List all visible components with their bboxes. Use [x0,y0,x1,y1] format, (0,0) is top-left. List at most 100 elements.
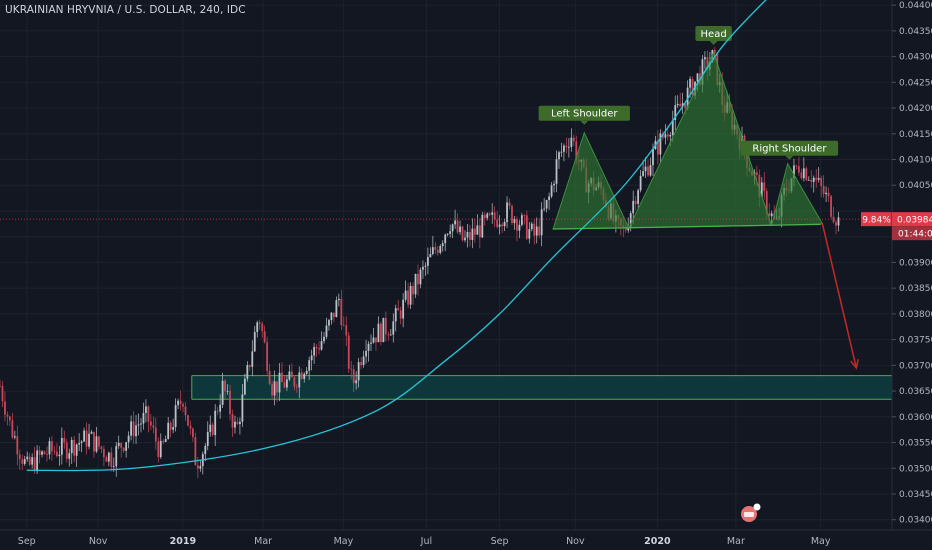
candle-body [563,145,565,152]
candle-body [528,229,531,239]
candle-body [63,437,66,443]
candle-body [290,371,293,378]
time-tick-label: May [334,536,354,547]
candle-body [51,441,53,452]
candle-body [525,215,528,239]
candle-body [382,317,385,343]
candle-body [234,421,236,428]
candle-body [464,237,466,241]
candle-body [1,386,4,402]
candle-body [102,448,105,458]
candle-body [318,348,320,350]
candle-body [333,312,335,318]
candle-body [246,365,249,379]
candle-body [441,243,444,247]
price-change-badge-bg [861,212,892,227]
candle-body [177,400,179,406]
pattern-label: Head [695,25,732,45]
candle-body [236,421,239,425]
candle-body [647,166,649,176]
candle-body [424,265,427,267]
candle-body [439,246,442,253]
candle-body [243,378,246,395]
candle-body [154,427,157,442]
candle-body [426,257,429,266]
candle-body [765,191,768,214]
candle-body [431,247,434,255]
candle-body [95,436,98,452]
time-axis[interactable]: Sep Nov 2019 Mar May Jul Sep Nov 2020 Mar May [0,529,932,550]
candle-body [90,431,93,434]
candle-body [810,179,813,182]
event-flag-dot [753,503,761,511]
candle-body [812,177,815,182]
candle-body [271,384,273,396]
candle-body [805,168,808,180]
price-change-text: 9.84% [862,216,891,226]
candle-body [402,299,405,319]
candle-body [493,212,496,220]
candle-body [419,269,422,285]
candle-body [365,350,367,357]
current-price-value: 0.039841 [897,216,932,226]
candle-body [315,347,318,349]
candle-body [713,49,716,53]
candle-body [706,57,709,70]
projection-arrow-head [850,358,860,370]
candle-body [276,381,278,393]
price-tick-label: 0.038500 [899,284,932,294]
candle-body [117,442,120,446]
candle-body [444,234,447,244]
candle-body [367,343,370,351]
candle-body [98,436,100,447]
candle-body [508,202,511,206]
candle-body [23,459,26,464]
candle-body [75,444,78,456]
candle-body [26,456,29,460]
candle-body [553,183,555,186]
pattern-label-text: Left Shoulder [551,109,618,120]
candle-body [65,442,68,459]
candle-body [481,214,484,238]
candle-body [575,141,578,161]
support-zone-fill [191,375,892,400]
candle-body [548,196,550,201]
candle-body [345,325,348,336]
candle-body [224,380,226,392]
price-axis[interactable]: 0.034000 0.034500 0.035000 0.035500 0.036000… [891,0,932,550]
candle-body [4,401,6,415]
candle-body [28,456,31,465]
candle-body [226,390,229,392]
time-tick-label: Sep [18,536,36,547]
candle-body [53,451,56,453]
candle-body [152,425,155,428]
candle-body [342,325,345,326]
candle-body [303,373,306,379]
candle-body [68,453,71,459]
candle-body [496,219,499,227]
candle-body [560,151,563,153]
candle-body [674,105,677,121]
candle-body [446,233,449,235]
candle-body [211,424,214,436]
candle-body [498,224,501,227]
candle-body [330,312,333,321]
candle-body [70,439,73,454]
candle-body [377,323,380,343]
candle-body [696,73,699,82]
price-axis-bg [892,0,932,550]
candle-body [142,413,145,424]
candle-body [558,152,560,160]
candle-body [167,422,170,440]
candle-body [538,226,541,236]
candle-body [132,421,135,437]
candle-body [295,386,298,388]
candle-body [239,421,241,425]
pattern-label: Left Shoulder [538,105,630,125]
candle-body [16,436,19,455]
countdown-badge-bg [892,226,932,241]
time-tick-label: Jul [420,536,432,547]
candle-body [145,406,147,414]
candle-body [41,451,43,455]
